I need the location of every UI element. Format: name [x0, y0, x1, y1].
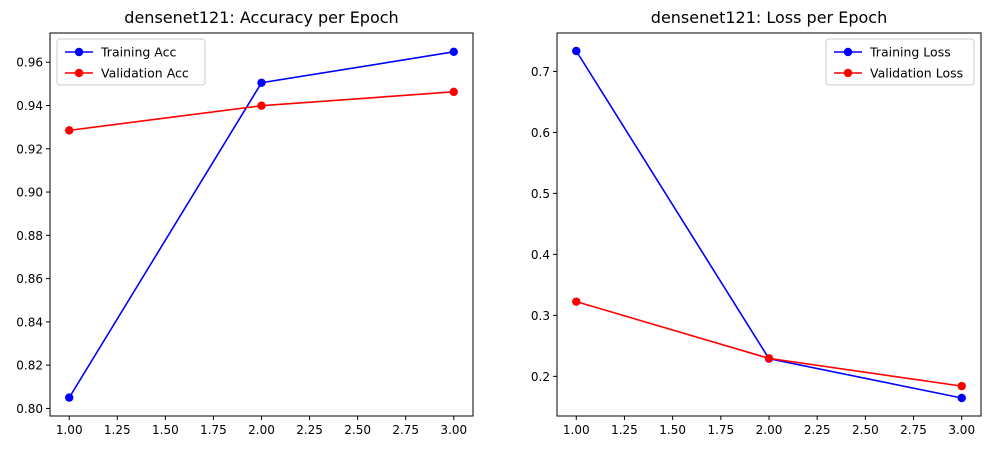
validation-acc-point [65, 126, 74, 135]
training-loss-point [957, 393, 966, 403]
loss-x-tick-label: 2.25 [804, 423, 831, 437]
loss-chart-title: densenet121: Loss per Epoch [651, 8, 887, 27]
accuracy-y-tick-label: 0.86 [16, 272, 43, 286]
loss-legend-box [825, 38, 975, 86]
accuracy-chart-title: densenet121: Accuracy per Epoch [124, 8, 398, 27]
accuracy-y-tick-label: 0.94 [16, 99, 43, 113]
accuracy-series-layer [65, 47, 458, 402]
accuracy-y-tick-label: 0.84 [16, 315, 43, 329]
validation-loss-legend-marker [843, 68, 853, 78]
loss-plot-frame [556, 32, 982, 417]
loss-x-tick-label: 3.00 [948, 423, 975, 437]
loss-x-tick-label: 2.75 [900, 423, 927, 437]
validation-acc-legend-marker [74, 68, 84, 78]
accuracy-x-tick-label: 1.50 [152, 423, 179, 437]
training-acc-legend-label: Training Acc [100, 45, 176, 60]
loss-series-layer [572, 46, 966, 403]
accuracy-x-axis: 1.00 1.25 1.50 1.75 2.00 2.25 2.50 2.75 3.00 [56, 416, 467, 437]
accuracy-x-tick-label: 2.25 [296, 423, 323, 437]
training-acc-point [449, 47, 458, 57]
accuracy-x-tick-label: 1.75 [200, 423, 227, 437]
loss-x-tick-label: 1.75 [707, 423, 734, 437]
accuracy-x-tick-label: 2.75 [392, 423, 419, 437]
validation-acc-legend-label: Validation Acc [101, 66, 189, 81]
loss-y-tick-label: 0.2 [531, 370, 550, 384]
accuracy-y-tick-label: 0.90 [16, 186, 43, 200]
accuracy-y-tick-label: 0.82 [16, 359, 43, 373]
loss-y-tick-label: 0.7 [531, 65, 550, 79]
loss-x-tick-label: 1.50 [659, 423, 686, 437]
validation-loss-point [764, 354, 774, 363]
validation-acc-point [449, 87, 458, 97]
accuracy-x-tick-label: 3.00 [440, 423, 467, 437]
validation-loss-point [957, 381, 966, 391]
accuracy-x-tick-label: 1.25 [104, 423, 131, 437]
loss-y-tick-label: 0.4 [531, 248, 550, 262]
training-acc-point [65, 393, 74, 402]
accuracy-legend-box [56, 38, 206, 86]
accuracy-y-tick-label: 0.96 [16, 56, 43, 70]
accuracy-plot-frame [49, 32, 474, 417]
accuracy-x-tick-label: 1.00 [56, 423, 83, 437]
loss-y-tick-label: 0.6 [531, 126, 550, 140]
loss-y-axis: 0.2 0.3 0.4 0.5 0.6 0.7 [531, 65, 557, 384]
training-loss-point [572, 46, 581, 56]
training-loss-legend-marker [843, 47, 853, 57]
accuracy-y-tick-label: 0.92 [16, 142, 43, 156]
accuracy-y-tick-label: 0.80 [16, 402, 43, 416]
loss-x-tick-label: 1.25 [611, 423, 638, 437]
accuracy-y-axis: 0.80 0.82 0.84 0.86 0.88 0.90 0.92 0.94 0.96 [16, 56, 50, 416]
accuracy-legend: Training Acc Validation Acc [56, 38, 206, 86]
accuracy-x-tick-label: 2.50 [344, 423, 371, 437]
loss-x-axis: 1.00 1.25 1.50 1.75 2.00 2.25 2.50 2.75 3.00 [563, 416, 975, 437]
loss-x-tick-label: 1.00 [563, 423, 590, 437]
accuracy-y-tick-label: 0.88 [16, 229, 43, 243]
loss-y-tick-label: 0.3 [531, 309, 550, 323]
loss-chart-panel: densenet121: Loss per Epoch 1.00 1.25 1.50… [531, 8, 982, 437]
loss-x-tick-label: 2.50 [852, 423, 879, 437]
accuracy-x-tick-label: 2.00 [248, 423, 275, 437]
accuracy-chart-panel: densenet121: Accuracy per Epoch 1.00 1.25… [16, 8, 474, 437]
loss-legend: Training Loss Validation Loss [825, 38, 975, 86]
training-acc-point [257, 78, 266, 87]
training-loss-legend-label: Training Loss [869, 45, 951, 60]
loss-y-tick-label: 0.5 [531, 187, 550, 201]
loss-x-tick-label: 2.00 [756, 423, 783, 437]
training-acc-legend-marker [74, 47, 84, 57]
validation-loss-point [572, 297, 581, 306]
validation-loss-legend-label: Validation Loss [870, 66, 963, 81]
validation-acc-point [257, 101, 266, 110]
